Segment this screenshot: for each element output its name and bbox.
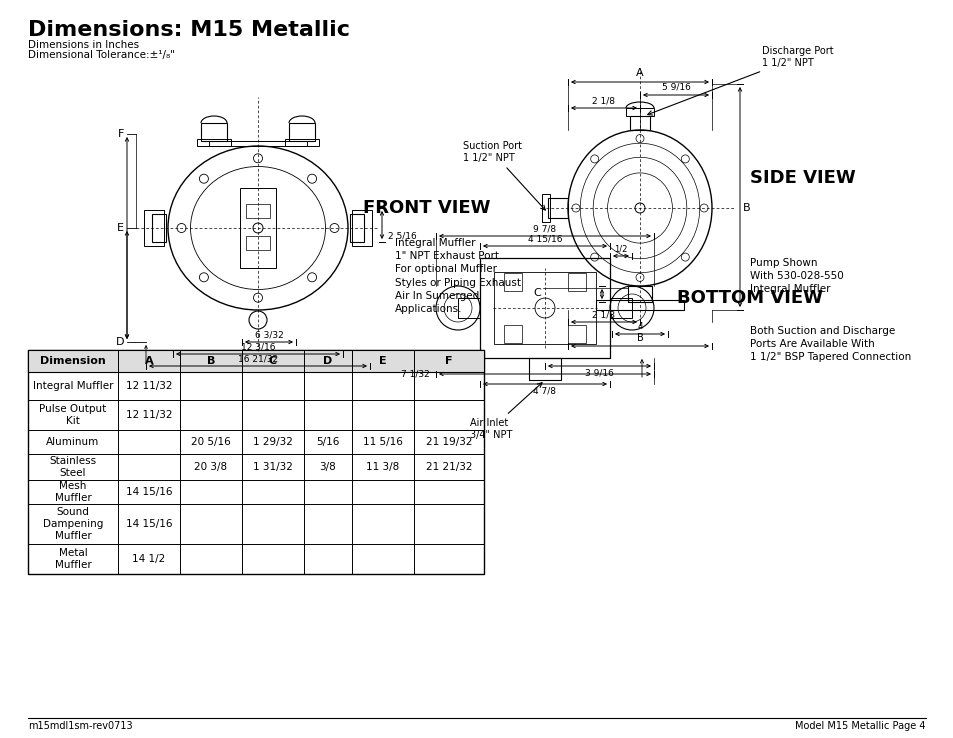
Text: Metal
Muffler: Metal Muffler	[54, 548, 91, 570]
Text: Suction Port
1 1/2" NPT: Suction Port 1 1/2" NPT	[462, 142, 545, 210]
Text: D: D	[323, 356, 333, 366]
Bar	[285, 139, 318, 146]
Text: F: F	[445, 356, 453, 366]
Text: E: E	[378, 356, 386, 366]
Text: Dimensions: M15 Metallic: Dimensions: M15 Metallic	[28, 20, 350, 40]
Text: Sound
Dampening
Muffler: Sound Dampening Muffler	[43, 508, 103, 541]
Text: 3 9/16: 3 9/16	[584, 369, 614, 378]
Bar	[596, 300, 683, 310]
Bar	[627, 286, 651, 302]
Text: 5 9/16: 5 9/16	[660, 83, 690, 92]
Bar	[350, 214, 364, 242]
Text: 14 1/2: 14 1/2	[132, 554, 166, 564]
Text: Model M15 Metallic Page 4: Model M15 Metallic Page 4	[795, 721, 925, 731]
Bar	[494, 272, 596, 344]
Text: 14 15/16: 14 15/16	[126, 519, 172, 529]
Text: 7 1/32: 7 1/32	[401, 370, 430, 379]
Text: m15mdl1sm-rev0713: m15mdl1sm-rev0713	[28, 721, 132, 731]
Text: Dimension: Dimension	[40, 356, 106, 366]
Text: Dimensions in Inches: Dimensions in Inches	[28, 40, 139, 50]
Text: 1 29/32: 1 29/32	[253, 437, 293, 447]
Text: Aluminum: Aluminum	[47, 437, 99, 447]
Text: 4 15/16: 4 15/16	[527, 234, 561, 243]
Text: 1 31/32: 1 31/32	[253, 462, 293, 472]
Text: Dimensional Tolerance:±¹/₈": Dimensional Tolerance:±¹/₈"	[28, 50, 174, 60]
Text: 11 3/8: 11 3/8	[366, 462, 399, 472]
Bar	[28, 350, 483, 372]
Text: 12 11/32: 12 11/32	[126, 410, 172, 420]
Text: Mesh
Muffler: Mesh Muffler	[54, 481, 91, 503]
Text: 11 5/16: 11 5/16	[363, 437, 402, 447]
Bar	[352, 210, 372, 246]
Text: 16 21/32: 16 21/32	[237, 354, 277, 363]
Bar	[567, 325, 585, 343]
Text: BOTTOM VIEW: BOTTOM VIEW	[677, 289, 822, 307]
Text: E: E	[117, 223, 124, 233]
Text: Both Suction and Discharge
Ports Are Available With
1 1/2" BSP Tapered Connectio: Both Suction and Discharge Ports Are Ava…	[749, 326, 910, 362]
Bar	[246, 236, 270, 250]
Text: 14 15/16: 14 15/16	[126, 487, 172, 497]
Text: 21 19/32: 21 19/32	[425, 437, 472, 447]
Text: 4: 4	[637, 322, 642, 331]
Bar	[629, 116, 649, 130]
Bar	[479, 258, 609, 358]
Text: F: F	[117, 129, 124, 139]
Text: Pump Shown
With 530-028-550
Integral Muffler: Pump Shown With 530-028-550 Integral Muf…	[749, 258, 842, 294]
Text: D: D	[115, 337, 124, 347]
Text: FRONT VIEW: FRONT VIEW	[363, 199, 490, 217]
Text: SIDE VIEW: SIDE VIEW	[749, 169, 855, 187]
Text: Air Inlet
3/4" NPT: Air Inlet 3/4" NPT	[470, 383, 541, 440]
Bar	[529, 358, 560, 380]
Text: Stainless
Steel: Stainless Steel	[50, 456, 96, 477]
Bar	[144, 210, 164, 246]
Text: 2 5/16: 2 5/16	[388, 232, 416, 241]
Text: 9 7/8: 9 7/8	[533, 224, 556, 233]
Text: B: B	[207, 356, 215, 366]
Bar	[625, 108, 654, 116]
Bar	[152, 214, 166, 242]
Text: 20 5/16: 20 5/16	[191, 437, 231, 447]
Text: 12 3/16: 12 3/16	[240, 342, 275, 351]
Bar	[196, 139, 231, 146]
Bar	[609, 298, 631, 318]
Bar	[240, 188, 275, 268]
Text: A: A	[145, 356, 153, 366]
Text: 12 11/32: 12 11/32	[126, 381, 172, 391]
Text: 4 7/8: 4 7/8	[533, 387, 556, 396]
Text: Integral Muffler
1" NPT Exhaust Port
For optional Muffler
Styles or Piping Exhau: Integral Muffler 1" NPT Exhaust Port For…	[395, 238, 520, 314]
Bar	[201, 123, 227, 141]
Bar	[209, 141, 307, 146]
Text: 20 3/8: 20 3/8	[194, 462, 228, 472]
Text: 6 3/32: 6 3/32	[254, 330, 283, 339]
Bar	[547, 198, 567, 218]
Text: 2 1/8: 2 1/8	[592, 96, 615, 105]
Text: 1/2: 1/2	[614, 244, 627, 253]
Bar	[28, 350, 483, 574]
Bar	[503, 273, 521, 291]
Text: 2 1/8: 2 1/8	[592, 310, 615, 319]
Bar	[457, 298, 479, 318]
Text: 3/8: 3/8	[319, 462, 336, 472]
Bar	[567, 273, 585, 291]
Bar	[503, 325, 521, 343]
Text: 5/16: 5/16	[316, 437, 339, 447]
Text: C: C	[269, 356, 276, 366]
Text: Discharge Port
1 1/2" NPT: Discharge Port 1 1/2" NPT	[647, 46, 833, 115]
Bar	[289, 123, 314, 141]
Text: 21 21/32: 21 21/32	[425, 462, 472, 472]
Bar	[246, 204, 270, 218]
Text: C: C	[533, 288, 540, 298]
Text: Integral Muffler: Integral Muffler	[32, 381, 113, 391]
Text: B: B	[742, 203, 750, 213]
Text: Pulse Output
Kit: Pulse Output Kit	[39, 404, 107, 426]
Bar	[541, 194, 550, 222]
Text: A: A	[636, 68, 643, 78]
Text: B: B	[636, 333, 642, 343]
